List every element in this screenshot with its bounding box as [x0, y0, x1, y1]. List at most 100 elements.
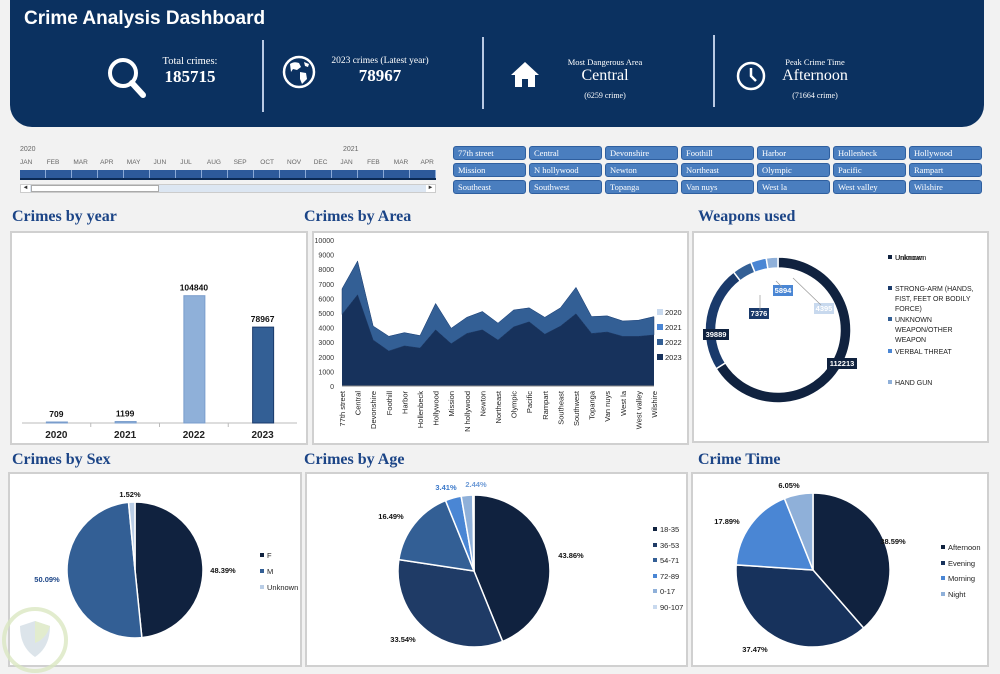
slice-f: [134, 501, 204, 639]
slicer-item-hollenbeck[interactable]: Hollenbeck: [833, 146, 906, 160]
bar-value-label: 78967: [251, 314, 275, 324]
data-label-box: [814, 303, 834, 314]
timeline-month-segment[interactable]: [98, 170, 124, 178]
legend-label: 2022: [665, 338, 682, 347]
slicer-item-rampart[interactable]: Rampart: [909, 163, 982, 177]
slicer-item-west-la[interactable]: West la: [757, 180, 830, 194]
slicer-item-olympic[interactable]: Olympic: [757, 163, 830, 177]
legend-swatch: [941, 561, 945, 565]
legend-swatch: [941, 545, 945, 549]
legend-swatch: [657, 324, 663, 330]
page-title: Crime Analysis Dashboard: [24, 8, 266, 29]
slice-36-53: [397, 558, 504, 648]
data-label: 50.09%: [34, 575, 60, 584]
timeline-month-segment[interactable]: [176, 170, 202, 178]
y-tick-label: 10000: [315, 238, 335, 245]
x-tick-label: Wilshire: [650, 391, 659, 418]
legend-label: 18-35: [660, 525, 679, 534]
timeline-month-segment[interactable]: [358, 170, 384, 178]
data-label: 1.52%: [119, 490, 141, 499]
slicer-item-van-nuys[interactable]: Van nuys: [681, 180, 754, 194]
legend-swatch: [260, 553, 264, 557]
timeline-month-segment[interactable]: [254, 170, 280, 178]
bar-2020: [45, 421, 68, 424]
scroll-left-button[interactable]: ◄: [21, 185, 30, 192]
slicer-item-devonshire[interactable]: Devonshire: [605, 146, 678, 160]
slicer-item-wilshire[interactable]: Wilshire: [909, 180, 982, 194]
divider: [713, 35, 715, 107]
date-timeline[interactable]: 2020 2021 JAN FEB MAR APR MAY JUN JUL AUG SEP OCT…: [17, 146, 437, 196]
slicer-item-mission[interactable]: Mission: [453, 163, 526, 177]
slice-strong-arm-hands-fist-feet-or-bodily-force: [704, 271, 742, 370]
timeline-month: JAN: [20, 159, 33, 166]
timeline-month: OCT: [260, 159, 275, 166]
data-label-box: [703, 329, 729, 340]
timeline-scrollbar[interactable]: ◄ ►: [20, 184, 436, 193]
legend-label: 2020: [665, 308, 682, 317]
slicer-item-pacific[interactable]: Pacific: [833, 163, 906, 177]
data-label: 112213: [830, 359, 855, 368]
kpi-peak-time: Peak Crime Time Afternoon (71664 crime): [770, 57, 860, 100]
legend-label: Evening: [948, 559, 975, 568]
timeline-month: APR: [100, 159, 114, 166]
legend-swatch: [888, 286, 892, 290]
legend-label-line: STRONG-ARM (HANDS,: [895, 286, 974, 293]
kpi-value: 78967: [358, 66, 402, 85]
timeline-month: NOV: [287, 159, 302, 166]
slicer-item-southeast[interactable]: Southeast: [453, 180, 526, 194]
timeline-month-segment[interactable]: [228, 170, 254, 178]
timeline-month-segment[interactable]: [280, 170, 306, 178]
data-label: 5894: [775, 286, 793, 295]
timeline-month-segment[interactable]: [150, 170, 176, 178]
area-chart: 0 1000 2000 3000 4000 5000 6000 7000 8000 9000 100…: [315, 238, 682, 432]
legend-label-line: FORCE): [895, 306, 922, 313]
timeline-month-segment[interactable]: [46, 170, 72, 178]
legend-swatch: [653, 558, 657, 562]
legend-label: Unknown: [895, 255, 924, 262]
slicer-item-foothill[interactable]: Foothill: [681, 146, 754, 160]
kpi-value: Central: [581, 67, 629, 84]
timeline-month-segment[interactable]: [410, 170, 436, 178]
legend-label-line: FIST, FEET OR BODILY: [895, 296, 971, 303]
slicer-item-hollywood[interactable]: Hollywood: [909, 146, 982, 160]
legend-label: Unknown: [895, 253, 926, 262]
legend-swatch: [657, 339, 663, 345]
year-chart-panel: 709 2020 1199 2021 104840 2022 78967 2023: [10, 231, 308, 445]
timeline-bar[interactable]: [20, 170, 436, 180]
slicer-item-northeast[interactable]: Northeast: [681, 163, 754, 177]
data-label: 7376: [751, 309, 768, 318]
timeline-month-segment[interactable]: [202, 170, 228, 178]
slicer-item-newton[interactable]: Newton: [605, 163, 678, 177]
slicer-item-n-hollywood[interactable]: N hollywood: [529, 163, 602, 177]
slice-afternoon: [812, 492, 891, 630]
timeline-month-segment[interactable]: [124, 170, 150, 178]
x-tick-label: Foothill: [385, 391, 394, 416]
legend-label: M: [267, 567, 273, 576]
data-label-box: [749, 308, 769, 319]
legend-label: 90-107: [660, 603, 683, 612]
scroll-thumb[interactable]: [31, 185, 159, 192]
slicer-item-77th-street[interactable]: 77th street: [453, 146, 526, 160]
legend-label: 0-17: [660, 587, 675, 596]
kpi-value: Afternoon: [782, 67, 848, 84]
slicer-item-west-valley[interactable]: West valley: [833, 180, 906, 194]
timeline-month-segment[interactable]: [384, 170, 410, 178]
x-tick-label: 2023: [252, 430, 275, 441]
legend-swatch: [657, 354, 663, 360]
area-slicer: 77th street Central Devonshire Foothill Harb…: [453, 146, 983, 194]
scroll-right-button[interactable]: ►: [426, 185, 435, 192]
timeline-month-segment[interactable]: [332, 170, 358, 178]
timeline-month-segment[interactable]: [72, 170, 98, 178]
data-label: 4395: [816, 304, 833, 313]
data-label: 48.39%: [210, 566, 236, 575]
slicer-item-central[interactable]: Central: [529, 146, 602, 160]
y-tick-label: 6000: [318, 296, 334, 303]
watermark-logo: [2, 607, 68, 673]
timeline-month-segment[interactable]: [306, 170, 332, 178]
timeline-month-segment[interactable]: [20, 170, 46, 178]
data-label: 3.41%: [435, 483, 457, 492]
slicer-item-topanga[interactable]: Topanga: [605, 180, 678, 194]
x-tick-label: N hollywood: [463, 391, 472, 432]
slicer-item-harbor[interactable]: Harbor: [757, 146, 830, 160]
slicer-item-southwest[interactable]: Southwest: [529, 180, 602, 194]
